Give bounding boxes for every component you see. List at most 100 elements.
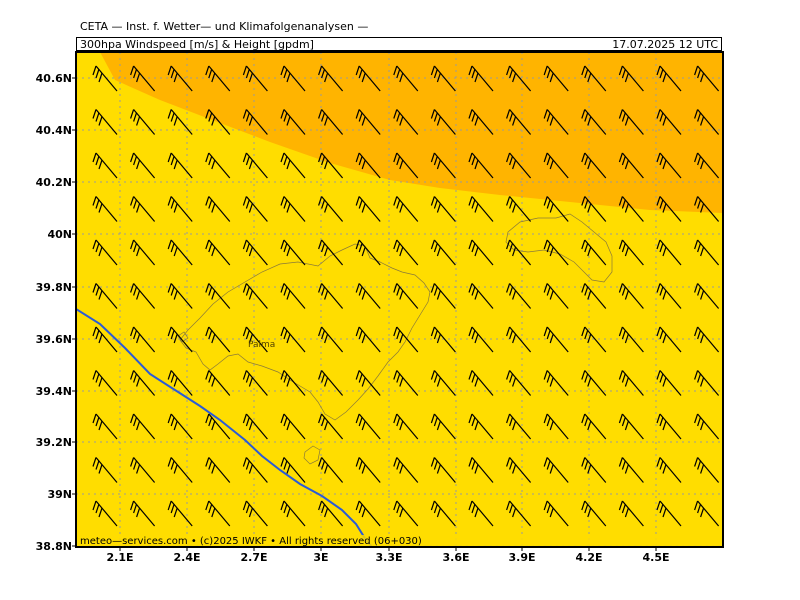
wind-barb-icon <box>506 239 532 266</box>
wind-barb-icon <box>205 152 231 179</box>
wind-barb-icon <box>618 457 644 483</box>
wind-barb-icon <box>355 109 381 135</box>
wind-barb-icon <box>656 370 682 396</box>
wind-barb-icon <box>430 109 456 135</box>
wind-barb-icon <box>242 370 268 396</box>
wind-barb-icon <box>506 500 532 527</box>
wind-barb-icon <box>167 196 193 222</box>
wind-barb-icon <box>694 370 720 396</box>
wind-barb-icon <box>130 152 156 179</box>
wind-barb-icon <box>656 152 682 179</box>
wind-barb-icon <box>130 109 156 135</box>
wind-barb-icon <box>506 109 532 135</box>
wind-barb-icon <box>581 152 607 179</box>
longitude-axis: 2.1E 2.4E 2.7E 3E 3.3E 3.6E 3.9E 4.2E 4.5E <box>106 547 670 564</box>
wind-barb-icon <box>506 152 532 179</box>
wind-barb-icon <box>280 283 306 309</box>
wind-barb-icon <box>393 239 419 266</box>
wind-barb-icon <box>694 283 720 309</box>
wind-barb-icon <box>280 457 306 483</box>
wind-barb-icon <box>167 109 193 135</box>
lat-tick-label: 38.8N <box>36 540 72 553</box>
wind-barb-icon <box>468 152 494 179</box>
product-label: 300hpa Windspeed [m/s] & Height [gpdm] <box>80 38 314 51</box>
wind-barb-icon <box>242 283 268 309</box>
wind-barb-icon <box>318 196 344 222</box>
wind-barb-icon <box>393 457 419 483</box>
wind-barb-icon <box>318 370 344 396</box>
wind-barb-icon <box>694 65 720 92</box>
wind-barb-icon <box>205 326 231 353</box>
wind-barb-icon <box>280 65 306 92</box>
wind-barb-icon <box>92 65 118 92</box>
wind-barb-icon <box>468 326 494 353</box>
wind-barb-icon <box>280 413 306 440</box>
cabrera-coastline <box>303 445 321 465</box>
lat-tick-label: 40.2N <box>36 176 72 189</box>
wind-barb-icon <box>92 413 118 440</box>
wind-barb-icon <box>355 500 381 527</box>
wind-barbs <box>92 65 720 527</box>
wind-barb-icon <box>581 326 607 353</box>
lon-tick-label: 3E <box>313 551 328 564</box>
lat-tick-label: 40.6N <box>36 72 72 85</box>
lon-tick-label: 2.1E <box>106 551 133 564</box>
valid-time-label: 17.07.2025 12 UTC <box>612 38 718 51</box>
lon-tick-label: 3.3E <box>375 551 402 564</box>
wind-barb-icon <box>694 500 720 527</box>
wind-barb-icon <box>130 457 156 483</box>
wind-barb-icon <box>468 370 494 396</box>
credit-strip <box>76 535 723 547</box>
lat-tick-label: 39.6N <box>36 333 72 346</box>
wind-barb-icon <box>694 196 720 222</box>
lon-tick-label: 4.5E <box>642 551 669 564</box>
wind-barb-icon <box>205 413 231 440</box>
wind-barb-icon <box>393 152 419 179</box>
lat-tick-label: 39.2N <box>36 436 72 449</box>
lon-tick-label: 4.2E <box>575 551 602 564</box>
wind-barb-icon <box>618 283 644 309</box>
lat-tick-label: 39.8N <box>36 281 72 294</box>
wind-barb-icon <box>280 152 306 179</box>
lon-tick-label: 3.6E <box>442 551 469 564</box>
wind-barb-icon <box>355 413 381 440</box>
wind-barb-icon <box>430 283 456 309</box>
wind-barb-icon <box>618 109 644 135</box>
wind-barb-icon <box>618 65 644 92</box>
wind-barb-icon <box>205 457 231 483</box>
wind-barb-icon <box>694 239 720 266</box>
wind-barb-icon <box>543 326 569 353</box>
height-contour <box>76 308 373 547</box>
wind-barb-icon <box>130 239 156 266</box>
lon-tick-label: 3.9E <box>508 551 535 564</box>
wind-barb-icon <box>242 239 268 266</box>
wind-barb-icon <box>355 457 381 483</box>
coastline <box>177 213 613 465</box>
place-label-palma: Palma <box>248 340 275 350</box>
wind-barb-icon <box>318 283 344 309</box>
wind-barb-icon <box>543 500 569 527</box>
wind-barb-icon <box>581 196 607 222</box>
wind-barb-icon <box>543 152 569 179</box>
wind-barb-icon <box>581 239 607 266</box>
wind-barb-icon <box>543 370 569 396</box>
wind-barb-icon <box>205 239 231 266</box>
lat-tick-label: 39.4N <box>36 385 72 398</box>
wind-barb-icon <box>656 196 682 222</box>
wind-barb-icon <box>393 109 419 135</box>
wind-barb-icon <box>205 500 231 527</box>
wind-barb-icon <box>506 413 532 440</box>
wind-barb-icon <box>242 65 268 92</box>
wind-barb-icon <box>130 196 156 222</box>
wind-barb-icon <box>280 326 306 353</box>
wind-barb-icon <box>92 457 118 483</box>
wind-barb-icon <box>656 326 682 353</box>
wind-barb-icon <box>618 500 644 527</box>
wind-barb-icon <box>318 109 344 135</box>
header-bar <box>76 37 722 51</box>
wind-barb-icon <box>506 196 532 222</box>
wind-barb-icon <box>318 457 344 483</box>
wind-barb-icon <box>656 109 682 135</box>
lon-tick-label: 2.7E <box>240 551 267 564</box>
